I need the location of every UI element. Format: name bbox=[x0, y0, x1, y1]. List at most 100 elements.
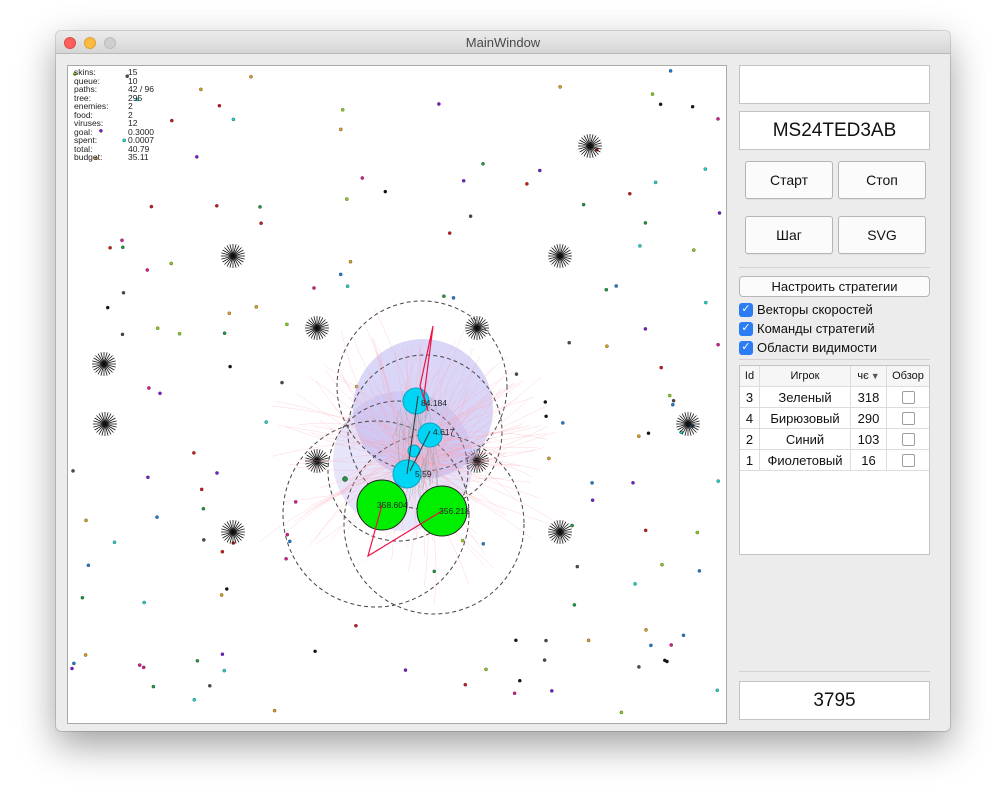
virus-spike bbox=[589, 135, 597, 147]
stat-row: enemies: 2 bbox=[74, 102, 154, 111]
food-pellet bbox=[149, 204, 154, 209]
stat-label: food: bbox=[74, 109, 93, 120]
velocity-vectors-checkbox[interactable]: ✓ Векторы скоростей bbox=[739, 302, 873, 317]
stat-row: food: 2 bbox=[74, 109, 154, 120]
table-row[interactable]: 2 Синий 103 bbox=[740, 429, 929, 450]
food-pellet bbox=[360, 176, 365, 180]
virus-spike bbox=[104, 423, 114, 433]
window-title: MainWindow bbox=[465, 35, 541, 50]
virus-spike bbox=[226, 521, 234, 533]
virus-spike bbox=[224, 531, 234, 541]
virus-spike bbox=[470, 327, 478, 339]
table-row[interactable]: 3 Зеленый 318 bbox=[740, 387, 929, 408]
strategy-trail bbox=[426, 462, 483, 469]
column-header-observe[interactable]: Обзор bbox=[887, 366, 929, 386]
step-button[interactable]: Шаг bbox=[745, 216, 833, 254]
food-pellet bbox=[108, 246, 112, 250]
food-pellet bbox=[695, 530, 700, 535]
virus-spike bbox=[476, 324, 489, 329]
cell-label: 84.184 bbox=[421, 398, 447, 408]
virus-spike bbox=[103, 363, 113, 373]
virus-spike bbox=[96, 423, 106, 433]
virus-spike bbox=[548, 531, 561, 536]
virus-spike bbox=[687, 417, 699, 425]
top-input-field[interactable] bbox=[739, 65, 930, 104]
food-pellet bbox=[219, 593, 224, 597]
virus-spike bbox=[97, 353, 105, 365]
strategy-trail bbox=[406, 426, 548, 468]
vision-areas-checkbox[interactable]: ✓ Области видимости bbox=[739, 340, 877, 355]
row-score: 16 bbox=[851, 450, 887, 470]
vision-area-outline bbox=[327, 400, 469, 542]
virus-spike bbox=[232, 249, 244, 257]
score-total-field[interactable]: 3795 bbox=[739, 681, 930, 720]
food-pellet bbox=[227, 311, 232, 316]
food-pellet bbox=[125, 74, 129, 78]
stop-button[interactable]: Стоп bbox=[838, 161, 926, 199]
food-pellet bbox=[155, 515, 159, 519]
virus-spike bbox=[95, 363, 105, 373]
cell-label: 4.617 bbox=[433, 427, 455, 437]
virus-spike bbox=[103, 360, 116, 365]
virus-spike bbox=[468, 460, 478, 470]
strategy-trail bbox=[297, 422, 404, 438]
code-field[interactable]: MS24TED3AB bbox=[739, 111, 930, 150]
virus-spike bbox=[548, 255, 561, 260]
observe-checkbox[interactable] bbox=[901, 390, 915, 404]
row-player: Синий bbox=[760, 429, 851, 449]
cell-labels-layer: 358.604 356.218 5.59 4.617 84.184 bbox=[377, 398, 470, 516]
food-pellet bbox=[217, 103, 222, 108]
virus-icon bbox=[221, 520, 245, 544]
minimize-window-button[interactable] bbox=[84, 37, 96, 49]
virus-spike bbox=[583, 135, 591, 147]
table-row[interactable]: 1 Фиолетовый 16 bbox=[740, 450, 929, 471]
column-header-score[interactable]: чє ▼ bbox=[851, 366, 887, 386]
observe-checkbox[interactable] bbox=[901, 432, 915, 446]
strategy-trail bbox=[341, 376, 399, 447]
configure-strategies-button[interactable]: Настроить стратегии bbox=[739, 276, 930, 297]
virus-spike bbox=[232, 245, 240, 257]
virus-spike bbox=[232, 255, 245, 260]
food-pellet bbox=[538, 168, 542, 173]
strategy-trail bbox=[392, 423, 399, 439]
virus-spike bbox=[104, 420, 117, 425]
virus-spike bbox=[548, 252, 561, 257]
divider bbox=[739, 267, 930, 268]
food-pellet bbox=[671, 402, 675, 407]
food-pellet bbox=[484, 667, 488, 672]
food-pellet bbox=[442, 294, 446, 298]
column-header-player[interactable]: Игрок bbox=[760, 366, 851, 386]
observe-checkbox[interactable] bbox=[901, 453, 915, 467]
food-pellet bbox=[105, 305, 110, 310]
vision-area-outline bbox=[282, 420, 470, 608]
virus-spike bbox=[470, 460, 478, 472]
virus-spike bbox=[221, 255, 234, 260]
virus-spike bbox=[306, 454, 318, 462]
table-header: Id Игрок чє ▼ Обзор bbox=[740, 366, 929, 387]
virus-spike bbox=[313, 316, 318, 329]
start-button[interactable]: Старт bbox=[745, 161, 833, 199]
strategy-commands-checkbox[interactable]: ✓ Команды стратегий bbox=[739, 321, 875, 336]
strategy-trail bbox=[417, 365, 495, 474]
observe-checkbox[interactable] bbox=[901, 411, 915, 425]
food-pellet bbox=[83, 653, 88, 657]
close-window-button[interactable] bbox=[64, 37, 76, 49]
zoom-window-button[interactable] bbox=[104, 37, 116, 49]
row-id: 3 bbox=[740, 387, 760, 407]
virus-spike bbox=[104, 423, 109, 436]
virus-spike bbox=[559, 255, 564, 268]
velocity-vector bbox=[419, 325, 434, 412]
svg-button[interactable]: SVG bbox=[838, 216, 926, 254]
table-row[interactable]: 4 Бирюзовый 290 bbox=[740, 408, 929, 429]
virus-spike bbox=[687, 413, 695, 425]
column-header-id[interactable]: Id bbox=[740, 366, 760, 386]
food-pellet bbox=[660, 562, 664, 567]
strategy-trail bbox=[373, 338, 404, 446]
virus-spike bbox=[559, 523, 569, 533]
virus-spike bbox=[232, 531, 240, 543]
virus-spike bbox=[589, 139, 601, 147]
game-canvas[interactable]: 358.604 356.218 5.59 4.617 84.184 skins:… bbox=[67, 65, 727, 724]
strategy-trail bbox=[418, 446, 465, 469]
food-pellet bbox=[84, 518, 88, 523]
food-pellet bbox=[605, 344, 609, 348]
